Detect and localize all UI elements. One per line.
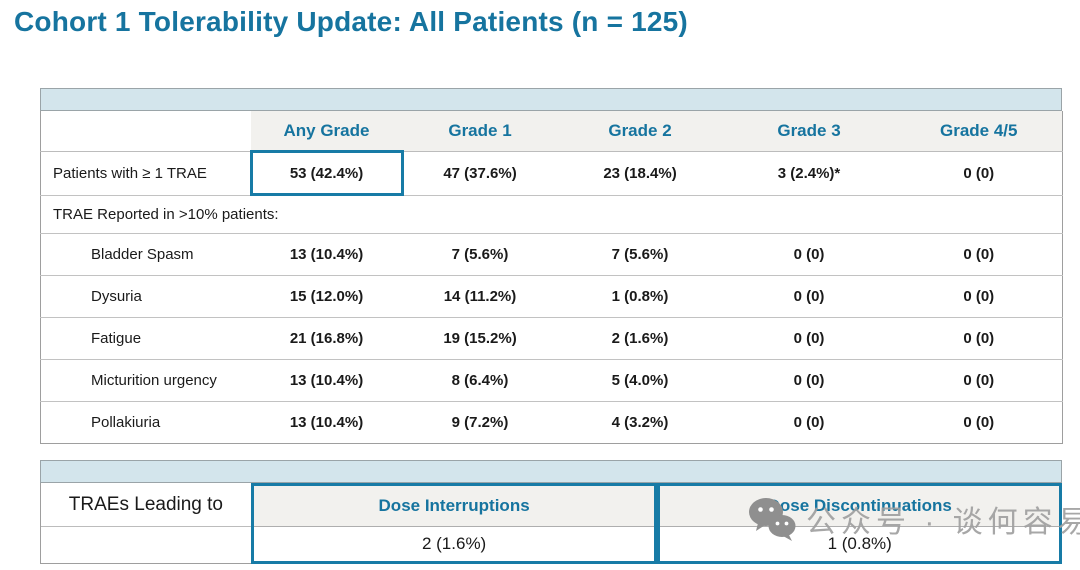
table-cell: 0 (0) <box>722 232 896 275</box>
dose-discontinuations-box: Dose Discontinuations 1 (0.8%) <box>657 483 1063 564</box>
table-cell: 21 (16.8%) <box>250 316 403 359</box>
table-row-patients-trae: Patients with ≥ 1 TRAE 53 (42.4%) 47 (37… <box>41 150 1063 196</box>
table-cell: 13 (10.4%) <box>250 232 403 275</box>
highlighted-cell: 53 (42.4%) <box>249 150 404 196</box>
row-label: Bladder Spasm <box>40 232 251 275</box>
table-cell: 4 (3.2%) <box>557 400 723 443</box>
table-cell: 0 (0) <box>895 316 1063 359</box>
dose-table-label: TRAEs Leading to <box>41 483 251 527</box>
trae-dose-table: TRAEs Leading to Dose Interruptions 2 (1… <box>40 460 1063 564</box>
table-cell: 9 (7.2%) <box>402 400 558 443</box>
table-cell: 14 (11.2%) <box>402 274 558 317</box>
table-cell: 8 (6.4%) <box>402 358 558 401</box>
table-section-row: TRAE Reported in >10% patients: <box>40 194 1063 233</box>
column-header-grade-1: Grade 1 <box>402 111 558 152</box>
column-header-grade-4-5: Grade 4/5 <box>895 111 1063 152</box>
table-cell: 0 (0) <box>722 316 896 359</box>
table-cell: 0 (0) <box>895 400 1063 443</box>
table-cell: 0 (0) <box>963 164 995 182</box>
table-row-micturition-urgency: Micturition urgency 13 (10.4%) 8 (6.4%) … <box>40 358 1063 401</box>
table-cell: 5 (4.0%) <box>557 358 723 401</box>
table-cell: 23 (18.4%) <box>603 164 677 182</box>
row-label: Dysuria <box>40 274 251 317</box>
row-label: Micturition urgency <box>40 358 251 401</box>
table-cell: 19 (15.2%) <box>402 316 558 359</box>
column-header-any-grade: Any Grade <box>250 111 403 152</box>
dose-interruptions-box: Dose Interruptions 2 (1.6%) <box>250 483 658 564</box>
row-label: Pollakiuria <box>40 400 251 443</box>
table-cell: 3 (2.4%)* <box>777 164 841 182</box>
table-cell: 7 (5.6%) <box>557 232 723 275</box>
dose-interruptions-header: Dose Interruptions <box>253 486 655 527</box>
table-cell: 1 (0.8%) <box>557 274 723 317</box>
table-cell: 0 (0) <box>722 400 896 443</box>
dose-table-empty-cell <box>41 527 251 563</box>
trae-grade-table: Any Grade Grade 1 Grade 2 Grade 3 Grade … <box>40 88 1063 444</box>
table-row-fatigue: Fatigue 21 (16.8%) 19 (15.2%) 2 (1.6%) 0… <box>40 316 1063 359</box>
dose-discontinuations-header: Dose Discontinuations <box>660 486 1060 527</box>
table-cell: 0 (0) <box>895 232 1063 275</box>
page-title: Cohort 1 Tolerability Update: All Patien… <box>14 6 688 37</box>
row-label: Patients with ≥ 1 TRAE <box>53 164 207 182</box>
table-row-bladder-spasm: Bladder Spasm 13 (10.4%) 7 (5.6%) 7 (5.6… <box>40 232 1063 275</box>
table-cell: 0 (0) <box>895 274 1063 317</box>
section-label: TRAE Reported in >10% patients: <box>40 194 1063 233</box>
dose-interruptions-value: 2 (1.6%) <box>421 533 487 553</box>
table-cell: 7 (5.6%) <box>402 232 558 275</box>
table-header-row: Any Grade Grade 1 Grade 2 Grade 3 Grade … <box>40 111 1063 152</box>
table-cell: 13 (10.4%) <box>250 400 403 443</box>
table-row-dysuria: Dysuria 15 (12.0%) 14 (11.2%) 1 (0.8%) 0… <box>40 274 1063 317</box>
table-top-band <box>40 88 1062 111</box>
table-cell: 2 (1.6%) <box>557 316 723 359</box>
table-cell: 0 (0) <box>895 358 1063 401</box>
table-cell: 0 (0) <box>722 358 896 401</box>
column-header-grade-3: Grade 3 <box>722 111 896 152</box>
dose-table-label-cell: TRAEs Leading to <box>41 483 251 564</box>
dose-discontinuations-value: 1 (0.8%) <box>827 533 892 553</box>
table-cell: 13 (10.4%) <box>250 358 403 401</box>
table-row-pollakiuria: Pollakiuria 13 (10.4%) 9 (7.2%) 4 (3.2%)… <box>40 400 1063 443</box>
table-cell: 0 (0) <box>722 274 896 317</box>
column-header-grade-2: Grade 2 <box>557 111 723 152</box>
table-top-band <box>40 460 1062 483</box>
column-header-empty <box>40 111 251 152</box>
table-cell: 15 (12.0%) <box>250 274 403 317</box>
row-label: Fatigue <box>40 316 251 359</box>
table-cell: 47 (37.6%) <box>443 164 517 182</box>
